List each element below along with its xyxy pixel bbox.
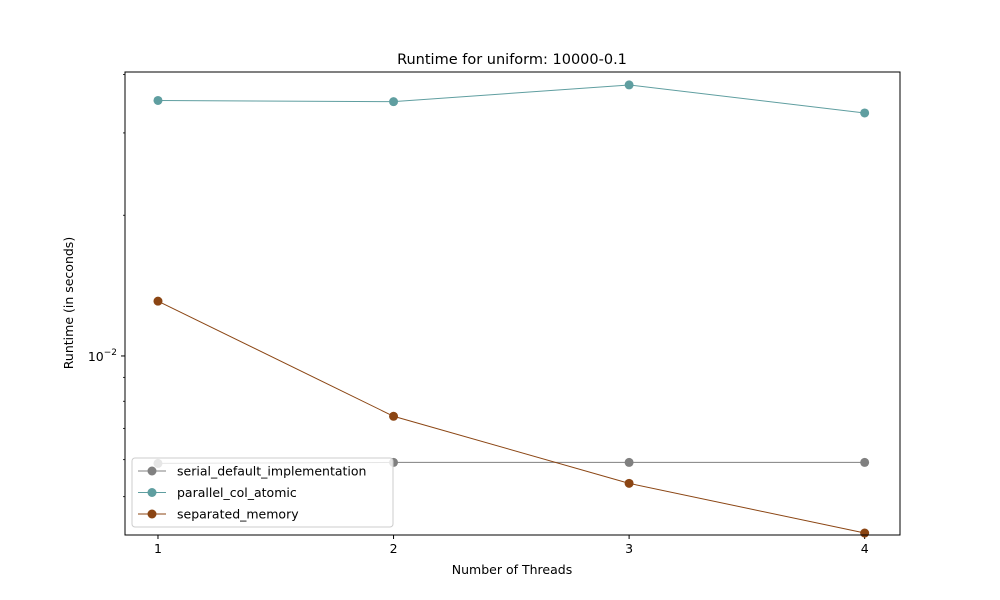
series-parallel-col-atomic <box>153 80 870 118</box>
legend-marker <box>147 466 157 476</box>
x-tick-label: 4 <box>861 541 869 556</box>
data-point-serial-default-implementation <box>860 457 870 467</box>
axis-ticks: 1 2 3 4 10−2 <box>88 74 869 556</box>
series-line-parallel-col-atomic <box>157 84 865 114</box>
data-point-separated-memory <box>389 411 399 421</box>
data-point-parallel-col-atomic <box>624 80 634 90</box>
y-tick-label: 10−2 <box>88 348 117 364</box>
legend-label: serial_default_implementation <box>177 464 366 479</box>
series-separated-memory <box>153 296 870 538</box>
legend-marker <box>147 488 157 497</box>
y-axis-label: Runtime (in seconds) <box>61 237 76 369</box>
chart-title: Runtime for uniform: 10000-0.1 <box>397 52 627 68</box>
data-point-parallel-col-atomic <box>153 95 163 105</box>
plot-frame <box>124 71 901 536</box>
x-axis-label: Number of Threads <box>452 562 572 577</box>
data-point-separated-memory <box>624 478 634 488</box>
series-line-separated-memory <box>157 300 865 534</box>
legend-item-separated-memory: separated_memory <box>138 507 299 522</box>
legend-frame <box>131 457 394 528</box>
legend-item-serial-default-implementation: serial_default_implementation <box>138 464 366 479</box>
data-point-parallel-col-atomic <box>860 108 870 118</box>
legend-item-parallel-col-atomic: parallel_col_atomic <box>138 485 297 500</box>
legend-label: parallel_col_atomic <box>177 485 297 500</box>
data-point-parallel-col-atomic <box>389 97 399 107</box>
data-point-serial-default-implementation <box>624 457 634 467</box>
data-point-separated-memory <box>153 296 163 306</box>
x-tick-label: 3 <box>625 541 633 556</box>
data-point-separated-memory <box>860 528 870 538</box>
series-layer <box>153 80 870 538</box>
x-tick-label: 2 <box>390 541 398 556</box>
legend-label: separated_memory <box>177 507 299 522</box>
x-tick-label: 1 <box>154 541 162 556</box>
legend-marker <box>147 509 157 519</box>
legend: serial_default_implementation parallel_co… <box>131 457 394 528</box>
